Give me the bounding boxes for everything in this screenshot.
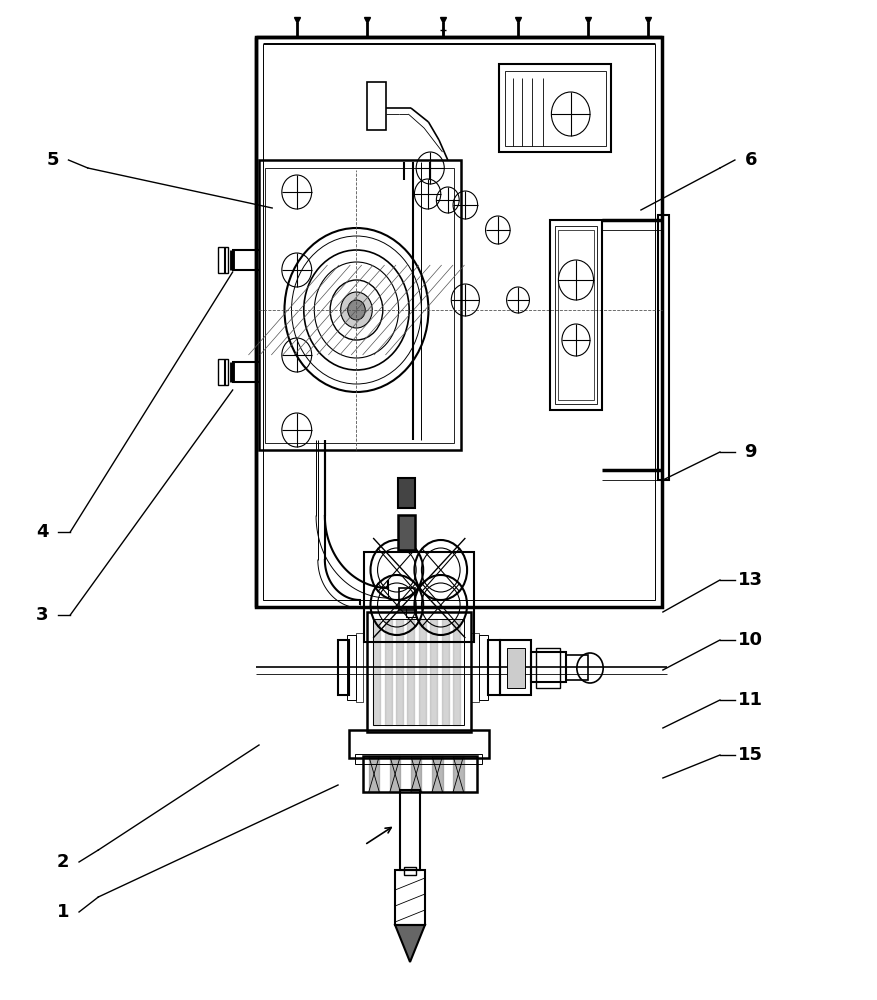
- Bar: [558, 230, 593, 400]
- Bar: [354, 754, 481, 764]
- Bar: [217, 247, 228, 273]
- Bar: [658, 215, 668, 480]
- Bar: [397, 478, 415, 508]
- Text: 6: 6: [744, 151, 756, 169]
- Bar: [256, 37, 661, 607]
- Text: 9: 9: [744, 443, 756, 461]
- Text: 10: 10: [738, 631, 762, 649]
- Bar: [400, 790, 419, 870]
- Bar: [263, 44, 654, 600]
- Text: 4: 4: [36, 523, 48, 541]
- Bar: [397, 515, 415, 550]
- Bar: [470, 633, 479, 702]
- Bar: [479, 635, 488, 700]
- Text: 1: 1: [57, 903, 69, 921]
- Bar: [348, 730, 488, 758]
- Text: 2: 2: [57, 853, 69, 871]
- Bar: [500, 640, 531, 695]
- Bar: [488, 640, 500, 695]
- Bar: [346, 635, 355, 700]
- Bar: [504, 71, 605, 146]
- Bar: [498, 64, 610, 152]
- Bar: [367, 612, 470, 732]
- Bar: [531, 652, 566, 682]
- Text: 5: 5: [46, 151, 59, 169]
- Bar: [403, 867, 416, 875]
- Bar: [355, 633, 362, 702]
- Bar: [217, 359, 228, 385]
- Bar: [367, 82, 386, 130]
- Text: 11: 11: [738, 691, 762, 709]
- Bar: [259, 160, 460, 450]
- Bar: [265, 168, 453, 443]
- Bar: [362, 756, 476, 792]
- Bar: [373, 619, 464, 725]
- Bar: [395, 870, 424, 925]
- Bar: [566, 655, 588, 680]
- Bar: [364, 552, 474, 642]
- Bar: [554, 226, 596, 404]
- Circle shape: [340, 292, 372, 328]
- Polygon shape: [395, 925, 424, 962]
- Circle shape: [347, 300, 365, 320]
- Text: 15: 15: [738, 746, 762, 764]
- Bar: [507, 648, 524, 688]
- Text: 13: 13: [738, 571, 762, 589]
- Bar: [338, 640, 348, 695]
- Text: 3: 3: [36, 606, 48, 624]
- Bar: [399, 588, 415, 610]
- Bar: [535, 648, 560, 688]
- Bar: [405, 607, 416, 617]
- Bar: [549, 220, 602, 410]
